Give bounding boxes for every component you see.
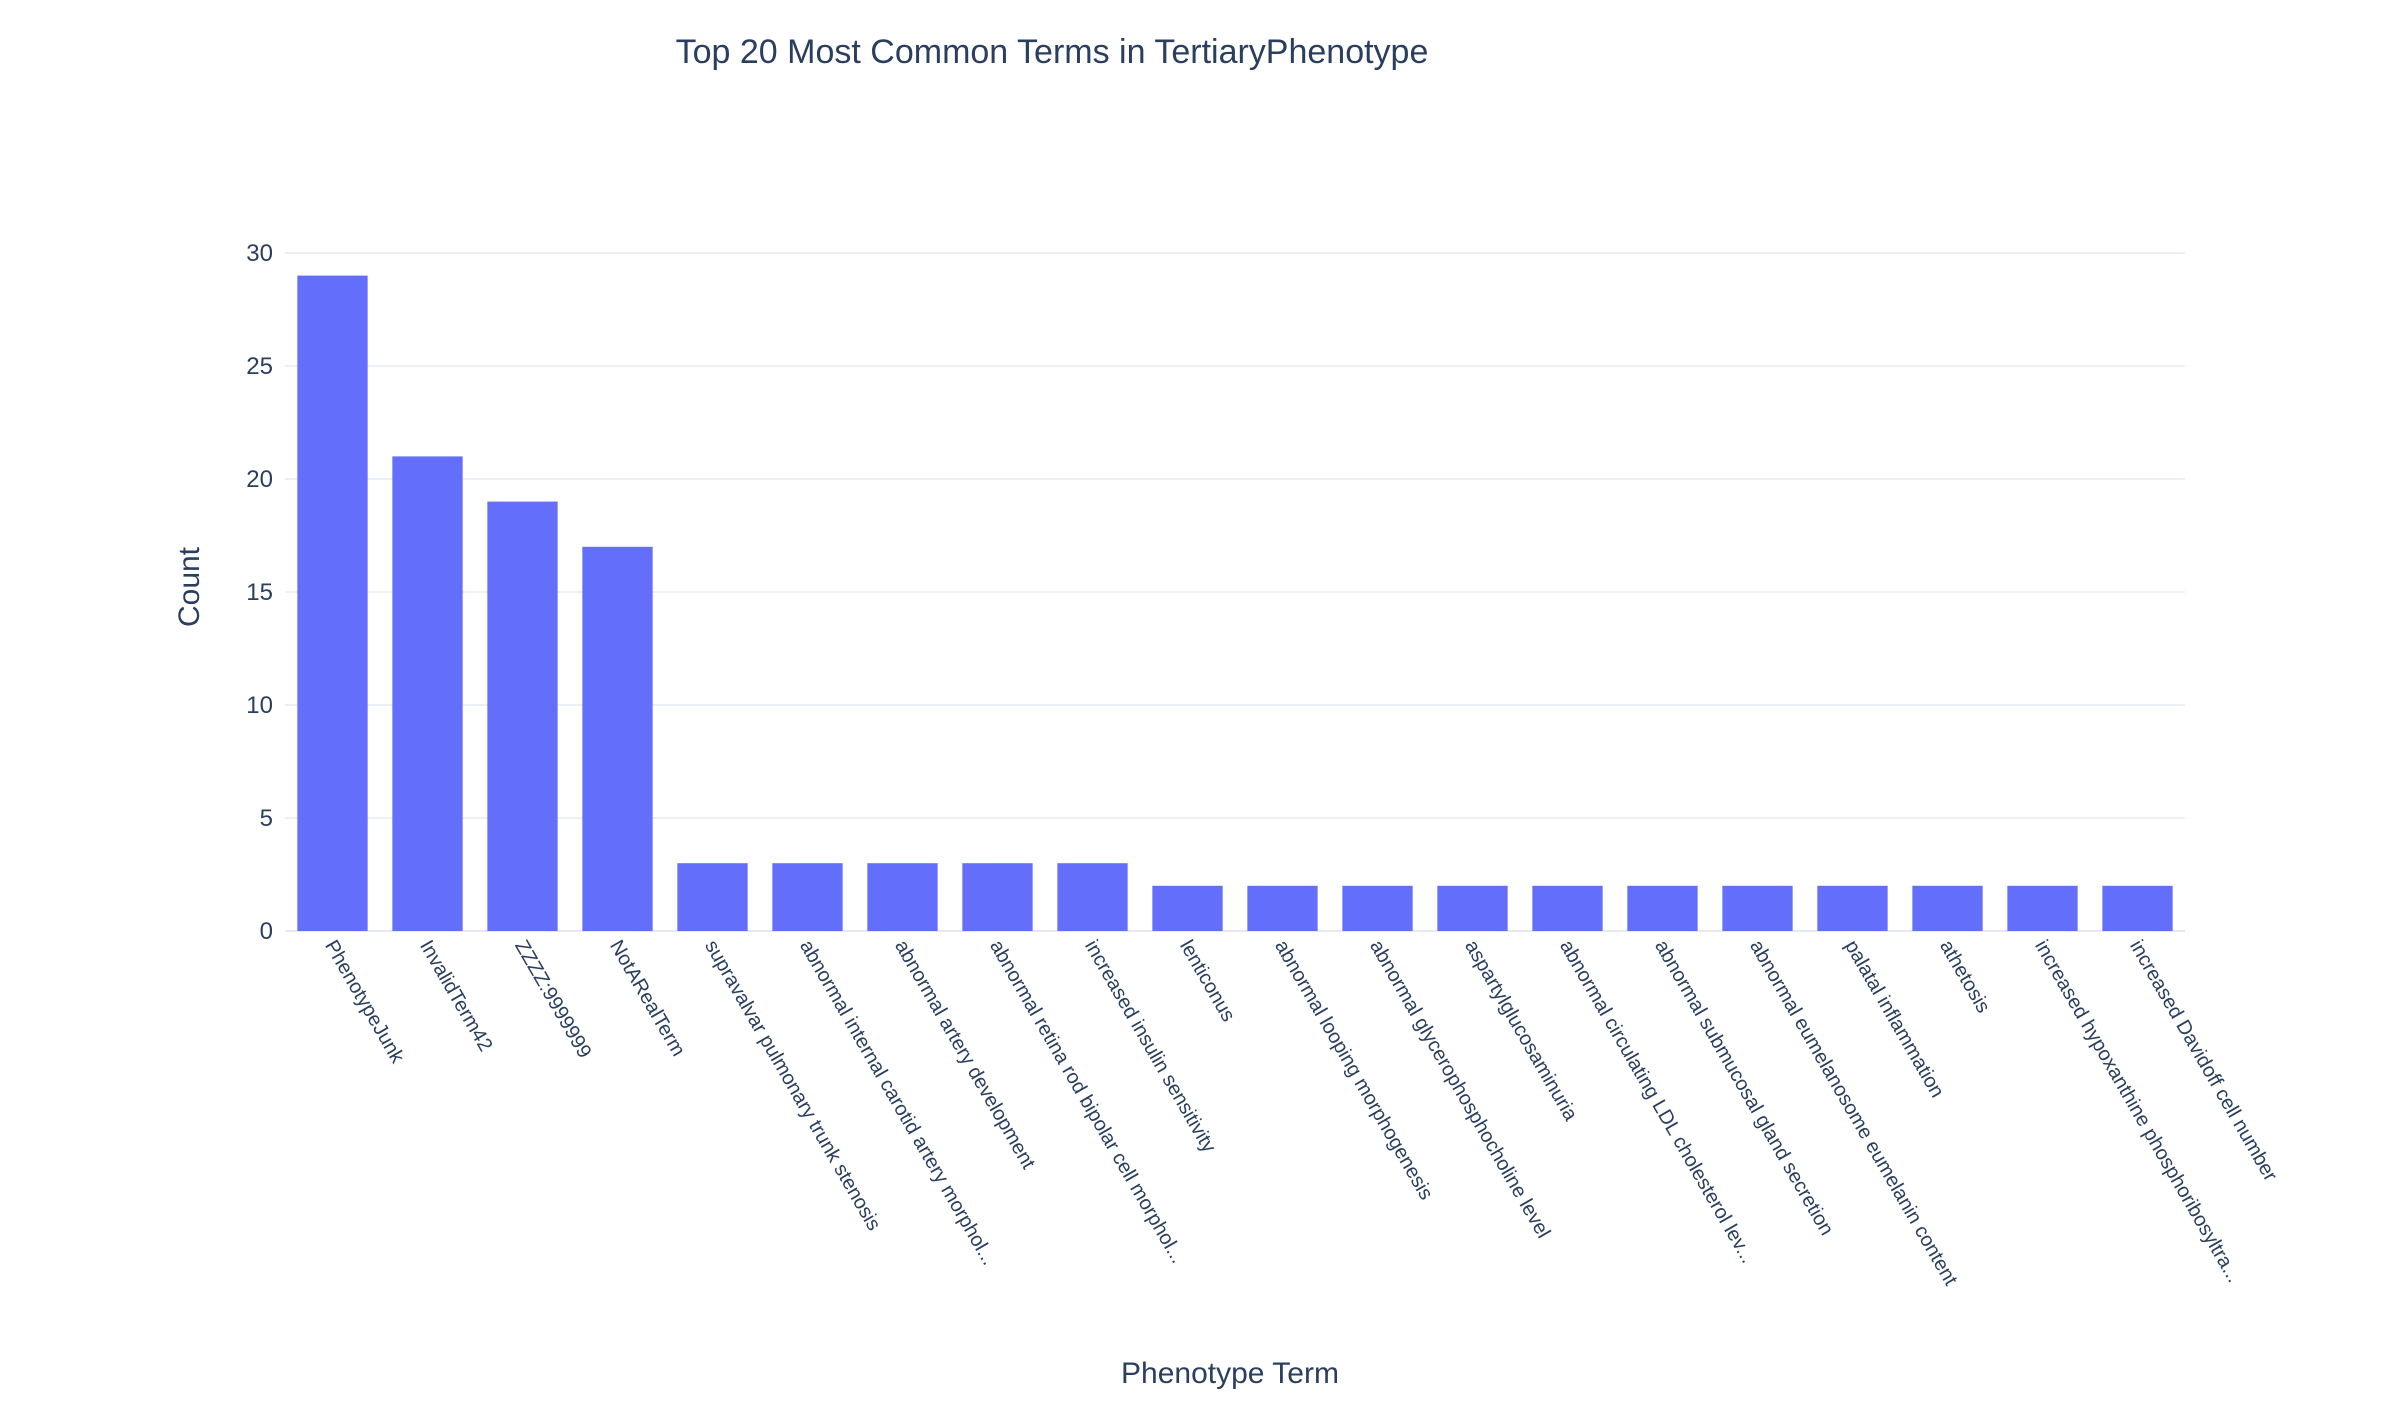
x-axis-title: Phenotype Term [1121, 1357, 1339, 1390]
x-tick-label: abnormal retina rod bipolar cell morphol… [985, 937, 1189, 1268]
gridlines [285, 252, 2185, 932]
x-tick-label: palatal inflammation [1840, 937, 1948, 1102]
bar[interactable] [487, 501, 558, 931]
x-tick-label: abnormal circulating LDL cholesterol lev… [1555, 937, 1759, 1268]
bar[interactable] [1532, 885, 1603, 931]
bar[interactable] [1057, 863, 1128, 931]
y-tick-label: 10 [246, 692, 273, 719]
x-tick-label: supravalvar pulmonary trunk stenosis [700, 937, 885, 1235]
bar[interactable] [772, 863, 843, 931]
y-axis-title: Count [173, 546, 206, 627]
y-tick-label: 5 [260, 805, 273, 832]
bar[interactable] [1817, 885, 1888, 931]
x-tick-label: NotARealTerm [605, 937, 689, 1061]
chart-title: Top 20 Most Common Terms in TertiaryPhen… [676, 33, 1429, 71]
y-axis-ticks: 0 5 10 15 20 25 30 [246, 240, 273, 945]
bar[interactable] [962, 863, 1033, 931]
bar[interactable] [2102, 885, 2173, 931]
x-tick-label: increased hypoxanthine phosphoribosyltra… [2030, 937, 2245, 1287]
x-tick-label: abnormal internal carotid artery morphol… [795, 937, 1000, 1270]
bar[interactable] [297, 275, 368, 932]
bar[interactable] [1152, 885, 1223, 931]
y-tick-label: 0 [260, 918, 273, 945]
y-tick-label: 20 [246, 466, 273, 493]
bar[interactable] [1247, 885, 1318, 931]
x-tick-label: aspartylglucosaminuria [1460, 937, 1582, 1126]
x-tick-label: lenticonus [1175, 937, 1239, 1026]
y-tick-label: 15 [246, 579, 273, 606]
x-tick-label: athetosis [1935, 937, 1994, 1017]
x-tick-label: abnormal looping morphogenesis [1270, 937, 1437, 1204]
x-tick-label: abnormal glycerophosphocholine level [1365, 937, 1554, 1243]
x-axis-ticks: PhenotypeJunk InvalidTerm42 ZZZZ:9999999 No… [320, 937, 2281, 1290]
bar[interactable] [1722, 885, 1793, 931]
bar[interactable] [1342, 885, 1413, 931]
x-tick-label: PhenotypeJunk [320, 937, 408, 1068]
bar[interactable] [677, 863, 748, 931]
x-tick-label: InvalidTerm42 [415, 937, 496, 1056]
bar[interactable] [582, 546, 653, 931]
bar[interactable] [1627, 885, 1698, 931]
y-tick-label: 25 [246, 353, 273, 380]
bar[interactable] [1437, 885, 1508, 931]
bar[interactable] [392, 456, 463, 931]
bar[interactable] [2007, 885, 2078, 931]
x-tick-label: ZZZZ:9999999 [510, 937, 595, 1063]
bars [297, 275, 2173, 932]
x-tick-label: abnormal submucosal gland secretion [1650, 937, 1837, 1240]
x-tick-label: abnormal eumelanosome eumelanin content [1745, 937, 1962, 1290]
y-tick-label: 30 [246, 240, 273, 267]
bar[interactable] [867, 863, 938, 931]
bar[interactable] [1912, 885, 1983, 931]
